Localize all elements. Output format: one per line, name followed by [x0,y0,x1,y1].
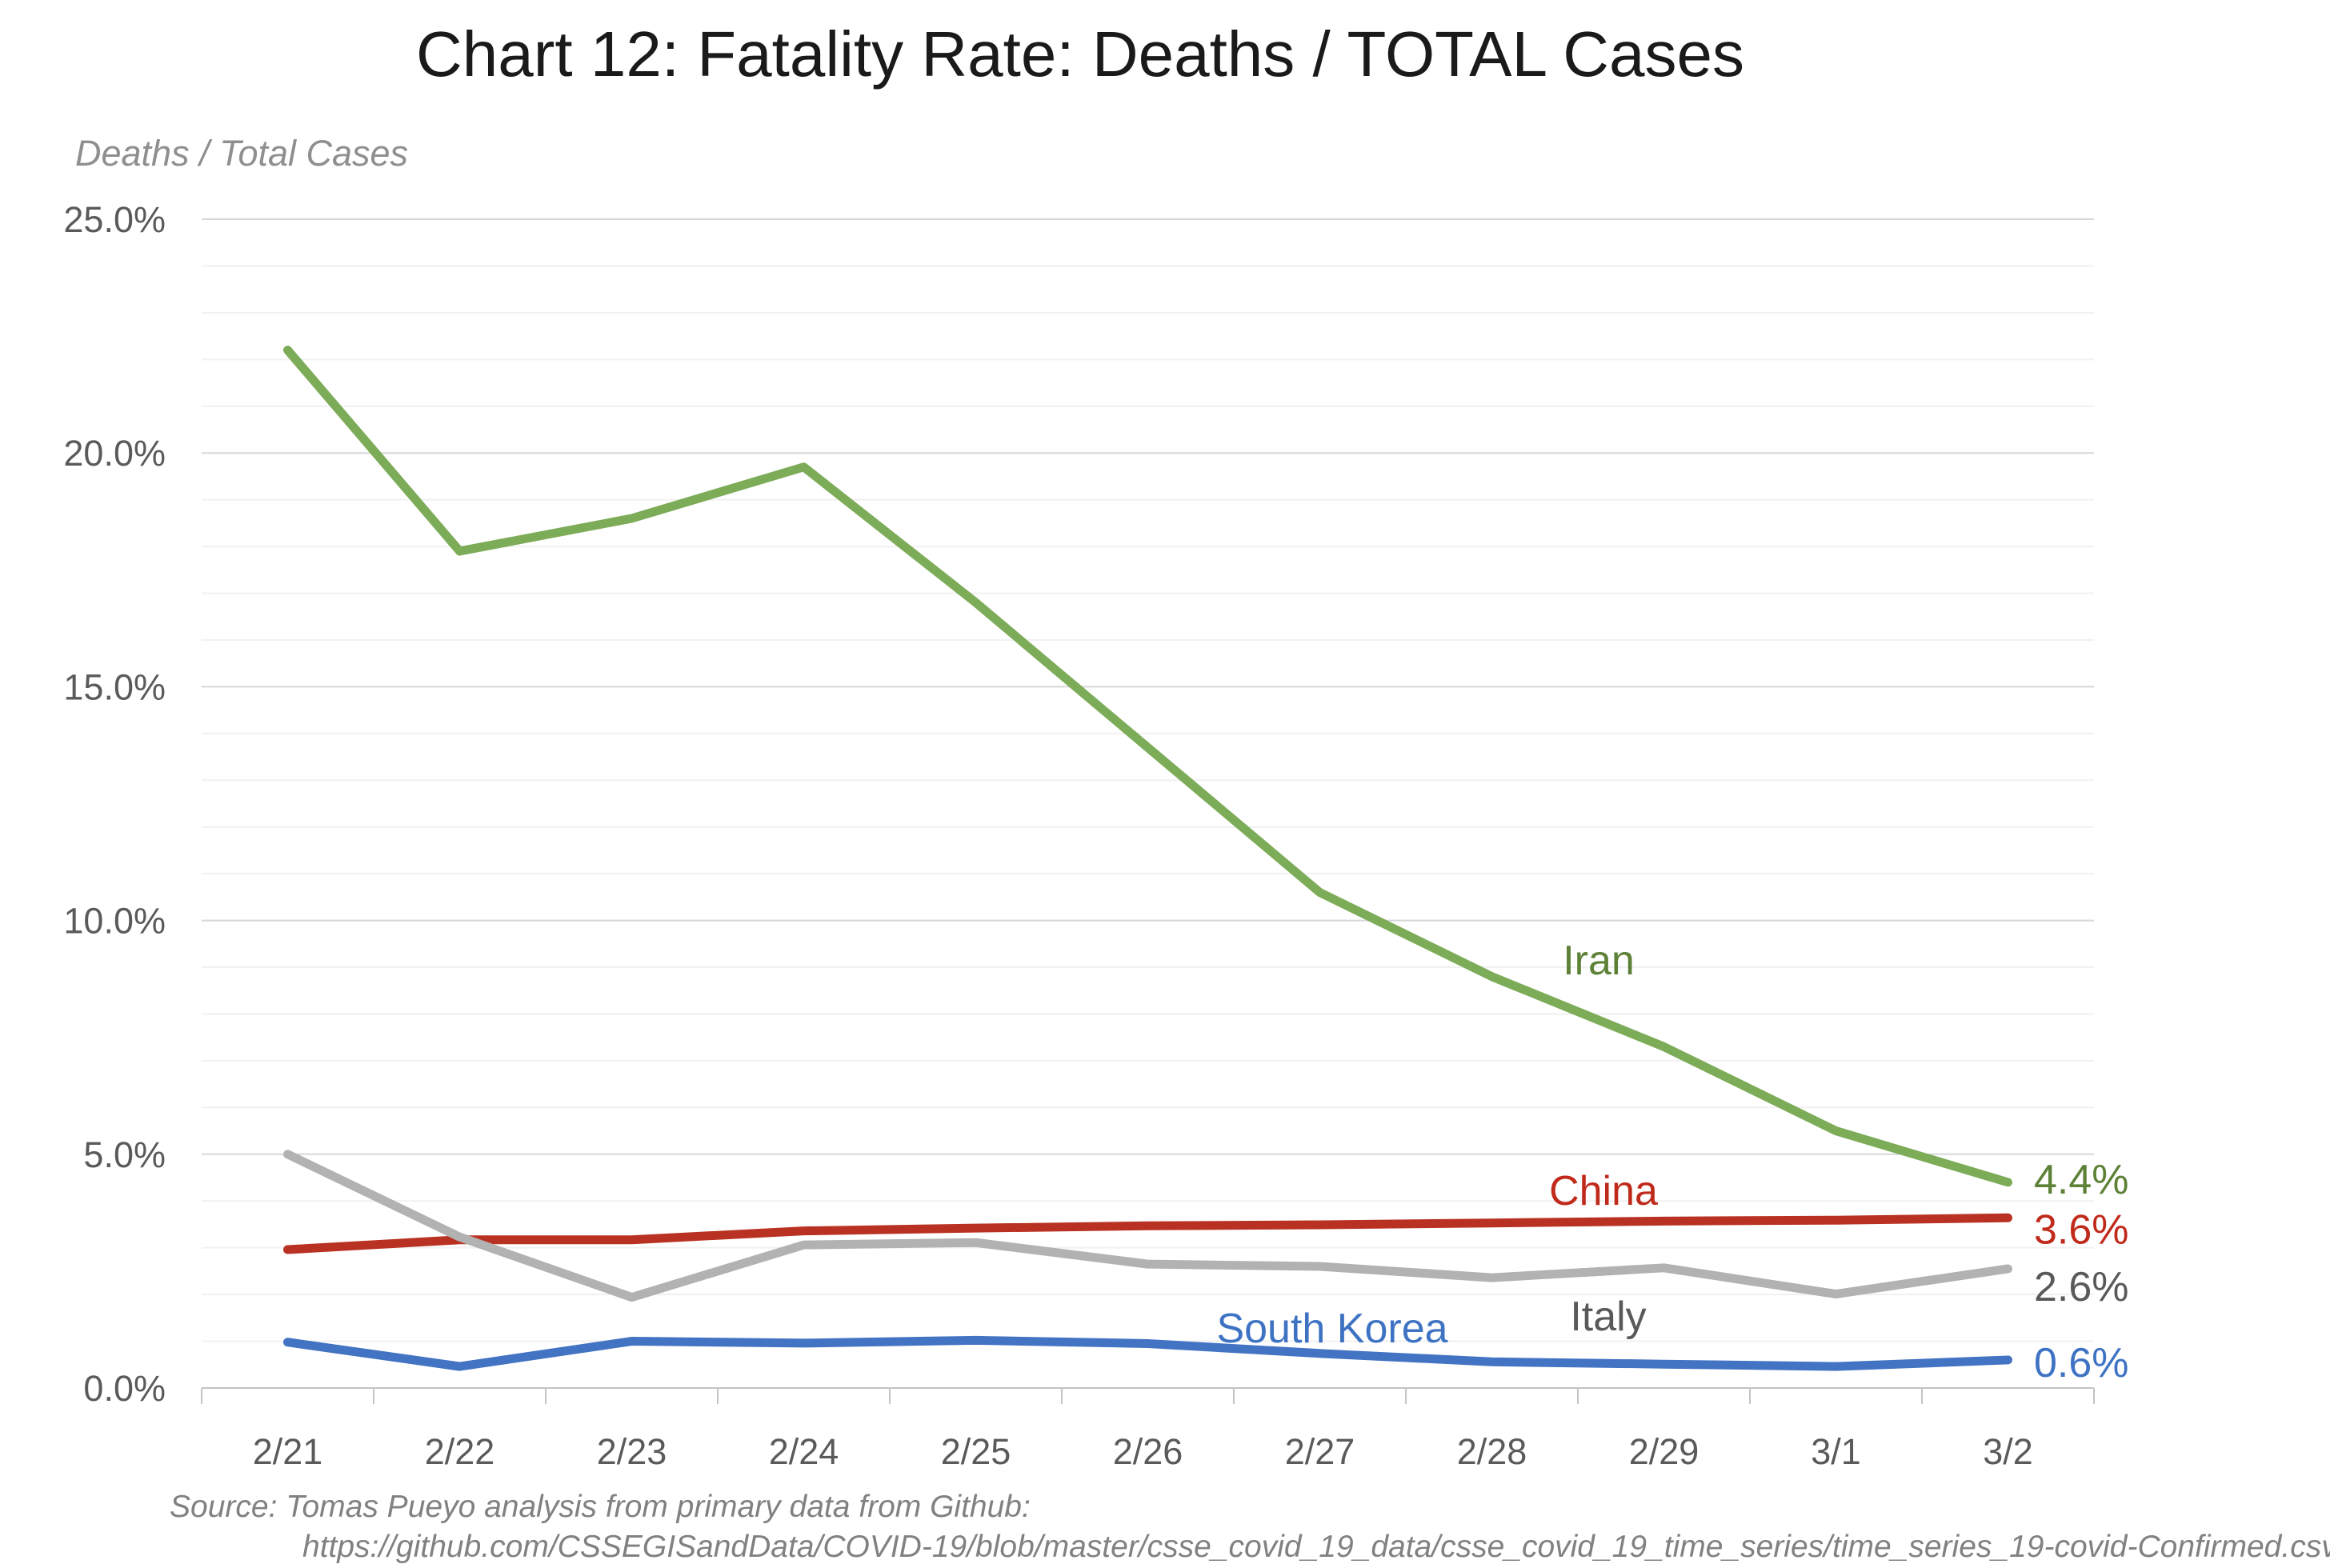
x-axis-tick-label: 3/2 [1983,1431,2033,1472]
x-axis-tick-label: 3/1 [1811,1431,1861,1472]
axes: 0.0% 5.0% 10.0% 15.0% 20.0% 25.0% 2/21 2/22 2/23… [63,199,2095,1472]
x-axis-tick-label: 2/29 [1629,1431,1699,1472]
series-end-value-label-iran: 4.4% [2034,1157,2129,1203]
y-axis-tick-label: 25.0% [63,199,166,240]
series-line-china [283,1213,2012,1254]
x-axis-tick-label: 2/21 [253,1431,323,1472]
source-attribution-line1: Source: Tomas Pueyo analysis from primar… [170,1490,1031,1524]
series-name-label-iran: Iran [1563,938,1635,984]
y-axis-title: Deaths / Total Cases [75,133,408,174]
chart-title: Chart 12: Fatality Rate: Deaths / TOTAL … [416,18,1744,90]
series-line-south-korea [283,1335,2012,1371]
y-axis-tick-label: 15.0% [63,666,166,707]
y-axis-tick-label: 5.0% [83,1134,166,1175]
series-name-label-south-korea: South Korea [1216,1306,1447,1352]
y-axis-tick-label: 20.0% [63,433,166,474]
y-axis-tick-label: 0.0% [83,1368,166,1409]
x-axis-tick-label: 2/28 [1457,1431,1527,1472]
x-axis-tick-label: 2/26 [1113,1431,1183,1472]
series [283,346,2012,1371]
x-axis-tick-label: 2/24 [769,1431,839,1472]
series-line-italy [283,1150,2012,1302]
series-end-value-label-south-korea: 0.6% [2034,1340,2129,1386]
x-axis-tick-label: 2/22 [425,1431,495,1472]
x-axis-tick-label: 2/23 [597,1431,667,1472]
series-end-value-label-italy: 2.6% [2034,1264,2129,1310]
series-name-label-china: China [1549,1168,1658,1214]
annotations: Iran 4.4% China 3.6% Italy 2.6% South Korea 0.6… [1216,938,2128,1386]
x-axis-tick-label: 2/25 [941,1431,1011,1472]
series-name-label-italy: Italy [1570,1294,1646,1340]
gridlines [202,218,2094,1342]
x-axis-tick-label: 2/27 [1285,1431,1355,1472]
series-end-value-label-china: 3.6% [2034,1206,2129,1253]
source-attribution-line2: https://github.com/CSSEGISandData/COVID-… [302,1530,2330,1564]
y-axis-tick-label: 10.0% [63,901,166,942]
series-line-iran [283,346,2012,1187]
